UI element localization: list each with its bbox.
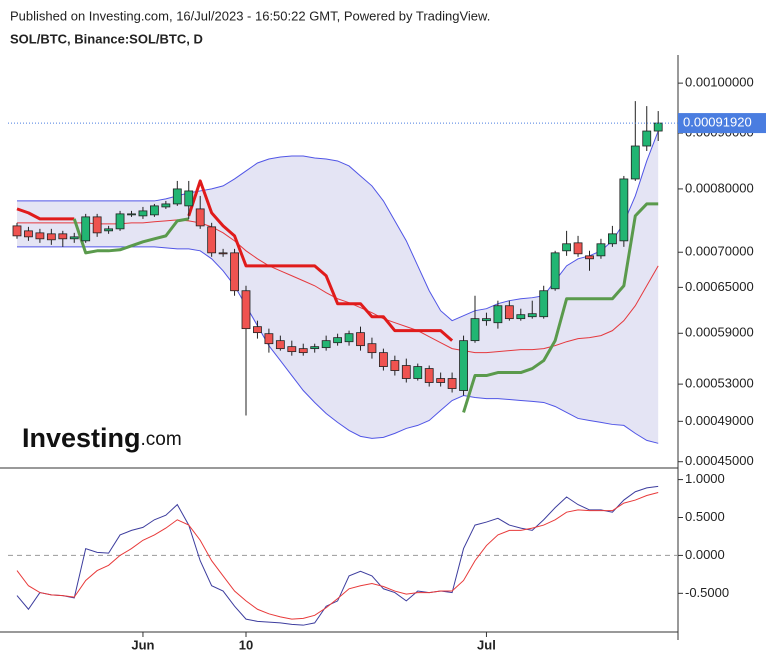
candle-body	[115, 213, 125, 230]
symbol-title: SOL/BTC, Binance:SOL/BTC, D	[10, 31, 203, 46]
y-tick-label: -0.5000	[685, 585, 729, 600]
y-tick-label: 0.00080000	[685, 180, 754, 195]
candle-body	[527, 313, 537, 318]
candle-body	[81, 216, 91, 242]
y-tick-label: 0.00070000	[685, 244, 754, 259]
candle-body	[482, 318, 491, 322]
y-tick-label: 0.00059000	[685, 325, 754, 340]
candle-body	[562, 243, 571, 252]
candle-body	[321, 340, 331, 349]
y-tick-label: 0.0000	[685, 547, 725, 562]
candle-body	[24, 230, 33, 238]
watermark-brand: Investing	[22, 423, 141, 453]
candle-body	[275, 340, 285, 350]
last-price-box	[678, 113, 766, 134]
osc-line	[16, 491, 659, 620]
last-price-label: 0.00091920	[683, 115, 752, 130]
y-tick-label: 0.00045000	[685, 453, 754, 468]
candle-body	[264, 333, 274, 345]
x-tick-label: 10	[239, 637, 253, 652]
candle-body	[596, 243, 606, 257]
candle-body	[573, 242, 583, 255]
candle-body	[356, 332, 365, 347]
candle-body	[585, 255, 594, 260]
candle-body	[35, 232, 45, 240]
candle-body	[92, 216, 102, 234]
candle-body	[104, 228, 113, 232]
trend-up	[72, 202, 659, 413]
x-tick-label: Jul	[477, 637, 496, 652]
candle-body	[172, 188, 182, 205]
candle-body	[127, 213, 136, 216]
candle-body	[630, 145, 640, 180]
plot-area: 0.001000000.000900000.000800000.00070000…	[0, 55, 766, 652]
watermark-suffix: .com	[141, 429, 182, 450]
band-fill	[17, 131, 659, 444]
candle-body	[184, 190, 194, 207]
candle-body	[642, 130, 652, 147]
y-tick-label: 0.00049000	[685, 413, 754, 428]
candle-body	[470, 318, 480, 342]
trend-down	[16, 179, 454, 342]
watermark: Investing.com	[22, 423, 182, 453]
y-tick-label: 1.0000	[685, 471, 725, 486]
candle-body	[378, 352, 388, 367]
y-tick-label: 0.5000	[685, 509, 725, 524]
candle-body	[539, 290, 549, 318]
candle-body	[69, 236, 79, 240]
candle-body	[436, 378, 446, 383]
candle-body	[149, 205, 159, 216]
candle-body	[401, 365, 411, 379]
candle-body	[550, 252, 560, 290]
osc-line	[16, 485, 659, 626]
x-tick-label: Jun	[131, 637, 154, 652]
candle-body	[504, 305, 514, 320]
candle-body	[207, 226, 217, 254]
candle-body	[298, 348, 308, 354]
published-note: Published on Investing.com, 16/Jul/2023 …	[10, 8, 490, 23]
candle-body	[367, 343, 377, 354]
candle-body	[310, 346, 320, 350]
candle-body	[390, 360, 400, 371]
candle-body	[619, 178, 629, 242]
candle-body	[241, 290, 251, 330]
candle-body	[424, 368, 434, 383]
candle-body	[218, 252, 228, 255]
candle-body	[333, 337, 343, 344]
candle-body	[253, 326, 262, 334]
candle-body	[413, 366, 423, 379]
candle-body	[653, 122, 663, 132]
y-tick-label: 0.00065000	[685, 279, 754, 294]
candle-body	[46, 233, 56, 241]
candle-body	[344, 333, 354, 343]
band-lower	[17, 246, 659, 444]
candle-body	[138, 210, 148, 217]
candle-body	[12, 225, 22, 237]
candle-body	[58, 233, 68, 240]
candle-body	[447, 378, 457, 389]
candle-body	[493, 305, 503, 324]
candle-body	[230, 252, 239, 292]
candle-body	[608, 233, 617, 245]
y-tick-label: 0.00053000	[685, 376, 754, 391]
candle-body	[459, 340, 468, 391]
candle-body	[161, 203, 171, 208]
candle-body	[516, 314, 526, 320]
y-tick-label: 0.00100000	[685, 75, 754, 90]
candle-body	[287, 346, 297, 353]
candle-body	[195, 208, 205, 227]
